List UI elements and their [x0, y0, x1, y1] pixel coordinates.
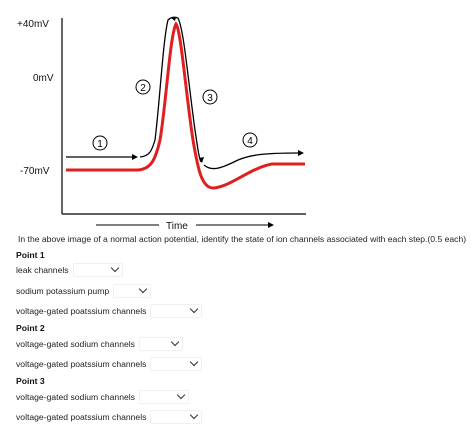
point-3-row-na: voltage-gated sodium channels — [16, 389, 189, 405]
chevron-down-icon — [138, 284, 148, 294]
voltage-gated-potassium-dropdown-1[interactable] — [150, 304, 203, 318]
action-potential-figure: +40mV 0mV -70mV Time 1 2 3 4 — [17, 16, 306, 232]
point-2-row-na: voltage-gated sodium channels — [16, 336, 183, 352]
row-label: voltage-gated poatssium channels — [16, 306, 147, 316]
rise-arrowhead — [171, 17, 176, 21]
voltage-gated-potassium-dropdown-2[interactable] — [150, 357, 203, 371]
fall-arrowhead — [199, 157, 204, 163]
y-label-minus70: -70mV — [20, 166, 50, 177]
sodium-potassium-pump-dropdown[interactable] — [113, 284, 152, 298]
red-curve — [66, 21, 305, 190]
point-3-title: Point 3 — [16, 376, 45, 386]
leak-channels-dropdown[interactable] — [72, 263, 123, 277]
row-label: leak channels — [16, 265, 69, 275]
step-marker-3: 3 — [202, 89, 218, 105]
step-marker-1: 1 — [92, 135, 108, 151]
row-label: sodium potassium pump — [16, 286, 110, 296]
y-label-plus40: +40mV — [17, 19, 49, 30]
point-1-title: Point 1 — [16, 250, 45, 260]
step-marker-4: 4 — [242, 132, 258, 148]
chevron-down-icon — [176, 390, 186, 400]
point-2-title: Point 2 — [16, 323, 45, 333]
row-label: voltage-gated poatssium channels — [16, 359, 147, 369]
row-label: voltage-gated sodium channels — [16, 392, 135, 402]
row-label: voltage-gated poatssium channels — [16, 412, 147, 422]
black-curve-rise — [139, 16, 202, 163]
time-arrow-head — [268, 222, 274, 228]
step-marker-2: 2 — [135, 79, 151, 95]
chevron-down-icon — [190, 357, 199, 367]
voltage-gated-potassium-dropdown-3[interactable] — [150, 410, 203, 424]
row-label: voltage-gated sodium channels — [16, 339, 135, 349]
svg-text:4: 4 — [247, 136, 253, 147]
point-2-row-k: voltage-gated poatssium channels — [16, 356, 203, 372]
point-1-row-k: voltage-gated poatssium channels — [16, 303, 203, 319]
point-1-row-pump: sodium potassium pump — [16, 283, 152, 299]
black-curve-tail — [203, 152, 299, 170]
chevron-down-icon — [190, 304, 199, 314]
question-text: In the above image of a normal action po… — [18, 234, 467, 244]
chevron-down-icon — [170, 337, 180, 347]
step1-arrowhead — [132, 154, 138, 160]
voltage-gated-sodium-dropdown-3[interactable] — [138, 390, 189, 404]
voltage-gated-sodium-dropdown-2[interactable] — [138, 337, 183, 351]
svg-text:2: 2 — [140, 83, 146, 94]
step4-arrowhead — [298, 150, 304, 156]
y-label-zero: 0mV — [33, 73, 54, 84]
svg-text:1: 1 — [97, 139, 103, 150]
point-1-row-leak: leak channels — [16, 262, 123, 278]
chevron-down-icon — [190, 410, 199, 420]
time-label: Time — [166, 221, 188, 232]
chevron-down-icon — [110, 263, 119, 273]
svg-text:3: 3 — [207, 93, 213, 104]
point-3-row-k: voltage-gated poatssium channels — [16, 409, 203, 425]
